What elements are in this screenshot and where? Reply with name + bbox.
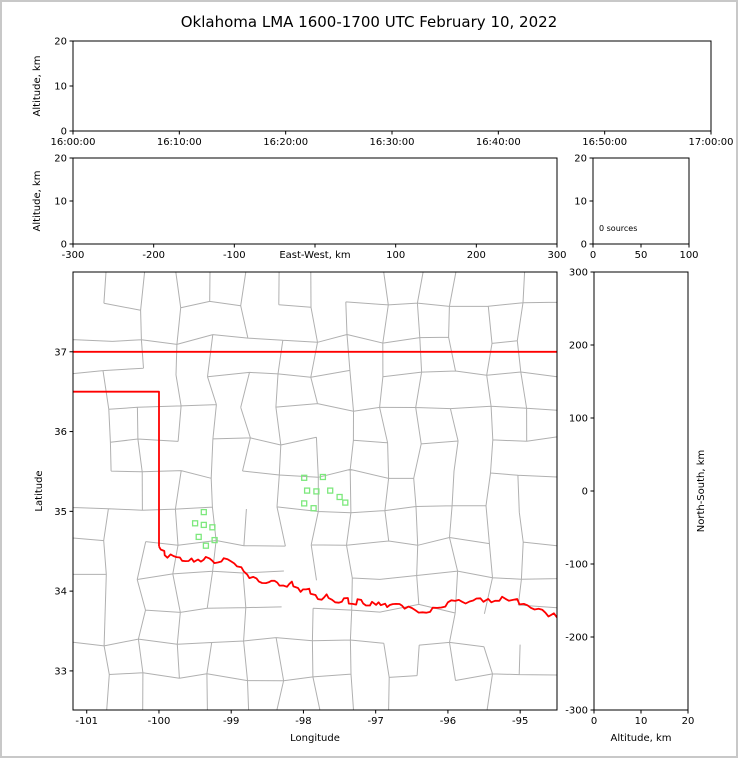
y-tick-label: 33 [54,666,67,677]
x-tick-label: 0 [590,250,596,261]
y-tick-label: 37 [54,347,67,358]
county-lines [73,272,557,710]
y-tick-label: 36 [54,427,67,438]
y-tick-label: -100 [565,560,588,571]
y-tick-label: 200 [569,341,588,352]
x-tick-label: 10 [635,716,648,727]
station-marker [336,493,343,501]
x-tick-label: 100 [386,250,405,261]
station-marker [342,499,349,506]
x-tick-label: 17:00:00 [689,137,734,148]
ns-panel-xlabel: Altitude, km [611,733,672,744]
map-layer [73,272,557,710]
x-tick-label: 16:20:00 [263,137,308,148]
station-marker [191,520,199,527]
y-tick-label: 0 [581,240,587,251]
y-tick-label: 35 [54,507,67,518]
y-tick-label: 100 [569,414,588,425]
y-tick-label: 10 [54,197,67,208]
x-tick-label: -97 [368,716,384,727]
ns-panel-ylabel: North-South, km [696,450,707,533]
x-tick-label: -100 [148,716,171,727]
x-tick-label: 300 [547,250,566,261]
figure-title: Oklahoma LMA 1600-1700 UTC February 10, … [181,13,558,31]
station-marker [310,505,317,512]
map-xlabel: Longitude [290,733,340,744]
x-tick-label: -99 [223,716,239,727]
y-tick-label: 20 [54,37,67,48]
station-marker [200,508,207,516]
x-tick-label: -95 [512,716,528,727]
x-tick-label: 100 [679,250,698,261]
map-ylabel: Latitude [34,470,45,511]
x-tick-label: -100 [223,250,246,261]
y-tick-label: 0 [61,127,67,138]
x-tick-label: 16:00:00 [51,137,96,148]
x-tick-label: 16:50:00 [582,137,627,148]
station-marker [195,533,202,541]
x-tick-label: -96 [440,716,456,727]
y-tick-label: 0 [61,240,67,251]
station-marker [301,474,308,481]
station-marker [313,488,320,495]
x-tick-label: -98 [295,716,311,727]
station-marker [319,473,327,481]
y-tick-label: 20 [574,154,587,165]
x-tick-label: 16:40:00 [476,137,521,148]
eastwest-panel-ylabel: Altitude, km [32,171,43,232]
x-tick-label: -200 [142,250,165,261]
y-tick-label: 10 [574,197,587,208]
station-marker [209,524,216,531]
station-marker [301,500,308,507]
eastwest-panel-xlabel: East-West, km [279,250,350,261]
y-tick-label: 10 [54,82,67,93]
state-border-red-river-line [158,545,557,619]
station-marker [303,487,311,494]
state-border-texas-panhandle-line [73,390,160,547]
y-tick-label: 34 [54,587,67,598]
source-count-annotation: 0 sources [599,224,637,233]
station-marker [327,487,334,494]
station-marker [200,521,207,529]
y-tick-label: -300 [565,706,588,717]
x-tick-label: 0 [591,716,597,727]
map-panel-frame [72,271,558,711]
x-tick-label: 16:10:00 [157,137,202,148]
x-tick-label: 20 [682,716,695,727]
x-tick-label: 16:30:00 [370,137,415,148]
x-tick-label: -300 [62,250,85,261]
x-tick-label: -101 [75,716,98,727]
station-marker [211,536,218,544]
x-tick-label: 200 [467,250,486,261]
time-panel-ylabel: Altitude, km [32,56,43,117]
y-tick-label: -200 [565,633,588,644]
x-tick-label: 50 [635,250,648,261]
y-tick-label: 300 [569,268,588,279]
y-tick-label: 20 [54,154,67,165]
station-marker [202,542,210,549]
y-tick-label: 0 [582,487,588,498]
